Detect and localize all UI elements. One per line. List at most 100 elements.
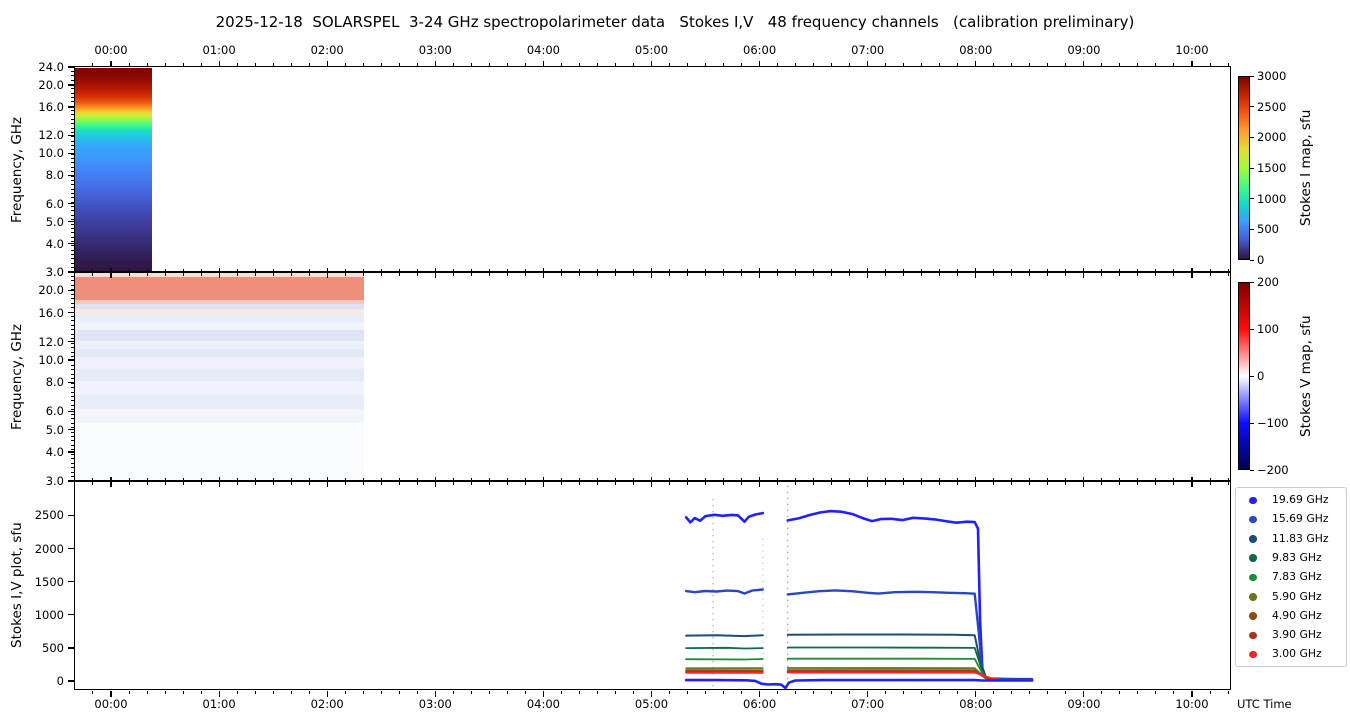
x-minor-tick xyxy=(596,690,598,694)
x-minor-tick xyxy=(578,273,580,276)
x-minor-tick xyxy=(308,269,310,272)
y-minor-tick xyxy=(71,245,75,247)
x-minor-tick xyxy=(614,63,616,67)
cb-tick xyxy=(1250,259,1254,261)
y-major-tick xyxy=(68,174,75,176)
x-minor-tick xyxy=(200,690,202,694)
x-minor-tick xyxy=(560,273,562,276)
x-minor-tick xyxy=(939,690,941,694)
y-major-tick xyxy=(68,341,75,343)
y-minor-tick xyxy=(71,97,75,99)
x-minor-tick xyxy=(200,478,202,481)
y-minor-tick xyxy=(71,206,75,208)
x-minor-tick xyxy=(885,63,887,67)
x-minor-tick xyxy=(1173,63,1175,67)
x-minor-tick xyxy=(146,269,148,272)
y-tick-label: 6.0 xyxy=(45,196,64,211)
y-minor-tick xyxy=(71,471,75,473)
legend-item: 4.90 GHz xyxy=(1236,607,1346,626)
x-minor-tick xyxy=(813,269,815,272)
x-boundary-tick xyxy=(867,273,869,278)
cb-tick-label: 1500 xyxy=(1257,161,1287,175)
x-minor-tick xyxy=(687,269,689,272)
y-minor-tick xyxy=(71,342,75,344)
y-minor-tick xyxy=(71,227,75,229)
x-minor-tick xyxy=(885,690,887,694)
v-band xyxy=(75,395,364,410)
legend-item-label: 19.69 GHz xyxy=(1272,493,1329,506)
cb-tick-label: 0 xyxy=(1257,369,1265,383)
cb-tick-label: 1000 xyxy=(1257,191,1287,206)
x-boundary-tick xyxy=(759,476,761,481)
y-minor-tick xyxy=(71,360,75,362)
y-minor-tick xyxy=(71,262,75,264)
x-boundary-tick xyxy=(1191,482,1193,487)
y-tick-label: 0 xyxy=(56,674,64,689)
x-minor-tick xyxy=(632,690,634,694)
x-minor-tick xyxy=(903,482,905,485)
x-minor-tick xyxy=(272,273,274,276)
x-minor-tick xyxy=(236,482,238,485)
x-minor-tick xyxy=(1155,482,1157,485)
x-minor-tick xyxy=(452,63,454,67)
stokes-v-map-panel xyxy=(75,272,1230,481)
x-boundary-tick xyxy=(434,482,436,487)
x-minor-tick xyxy=(957,690,959,694)
legend-item-label: 11.83 GHz xyxy=(1272,531,1329,545)
legend-marker-dot xyxy=(1249,554,1257,562)
x-minor-tick xyxy=(308,690,310,694)
x-minor-tick xyxy=(488,690,490,694)
x-boundary-tick xyxy=(759,273,761,278)
x-minor-tick xyxy=(596,273,598,276)
x-minor-tick xyxy=(146,690,148,694)
y-minor-tick xyxy=(71,254,75,256)
x-minor-tick xyxy=(669,482,671,485)
x-minor-tick xyxy=(506,63,508,67)
x-minor-tick xyxy=(398,690,400,694)
y-minor-tick xyxy=(71,153,75,155)
x-minor-tick xyxy=(1101,269,1103,272)
x-minor-tick xyxy=(705,63,707,67)
x-minor-tick xyxy=(813,482,815,485)
y-minor-tick xyxy=(71,431,75,433)
y-tick-label: 2500 xyxy=(34,508,64,523)
x-minor-tick xyxy=(885,478,887,481)
x-tick-label: 02:00 xyxy=(310,43,344,57)
x-minor-tick xyxy=(1137,63,1139,67)
cb-tick-label: −100 xyxy=(1257,416,1289,430)
x-minor-tick xyxy=(1065,273,1067,276)
x-minor-tick xyxy=(957,63,959,67)
legend-item: 3.00 GHz xyxy=(1236,645,1346,664)
x-minor-tick xyxy=(416,482,418,485)
x-tick-label: 08:00 xyxy=(959,697,993,711)
x-minor-tick xyxy=(200,63,202,67)
v-band xyxy=(75,340,364,350)
x-boundary-tick xyxy=(759,267,761,272)
x-minor-tick xyxy=(849,690,851,694)
x-minor-tick xyxy=(849,273,851,276)
x-major-tick xyxy=(1191,690,1193,697)
x-minor-tick xyxy=(380,63,382,67)
x-minor-tick xyxy=(777,690,779,694)
x-minor-tick xyxy=(380,690,382,694)
x-tick-label: 06:00 xyxy=(743,697,777,711)
panel-separator-2 xyxy=(74,480,1231,482)
x-minor-tick xyxy=(1227,478,1229,481)
x-minor-tick xyxy=(398,273,400,276)
x-minor-tick xyxy=(92,690,94,694)
cb-tick-label: 3000 xyxy=(1257,69,1287,83)
x-minor-tick xyxy=(290,482,292,485)
x-minor-tick xyxy=(1011,478,1013,481)
x-minor-tick xyxy=(92,63,94,67)
x-minor-tick xyxy=(524,269,526,272)
axes-frame xyxy=(74,66,1231,690)
x-minor-tick xyxy=(1047,482,1049,485)
x-tick-label: 07:00 xyxy=(851,697,885,711)
x-major-tick xyxy=(542,60,544,67)
x-major-tick xyxy=(1083,690,1085,697)
legend-item-label: 7.83 GHz xyxy=(1272,570,1322,584)
x-minor-tick xyxy=(1227,269,1229,272)
y-tick-label: 3.0 xyxy=(45,474,64,488)
x-minor-tick xyxy=(290,478,292,481)
